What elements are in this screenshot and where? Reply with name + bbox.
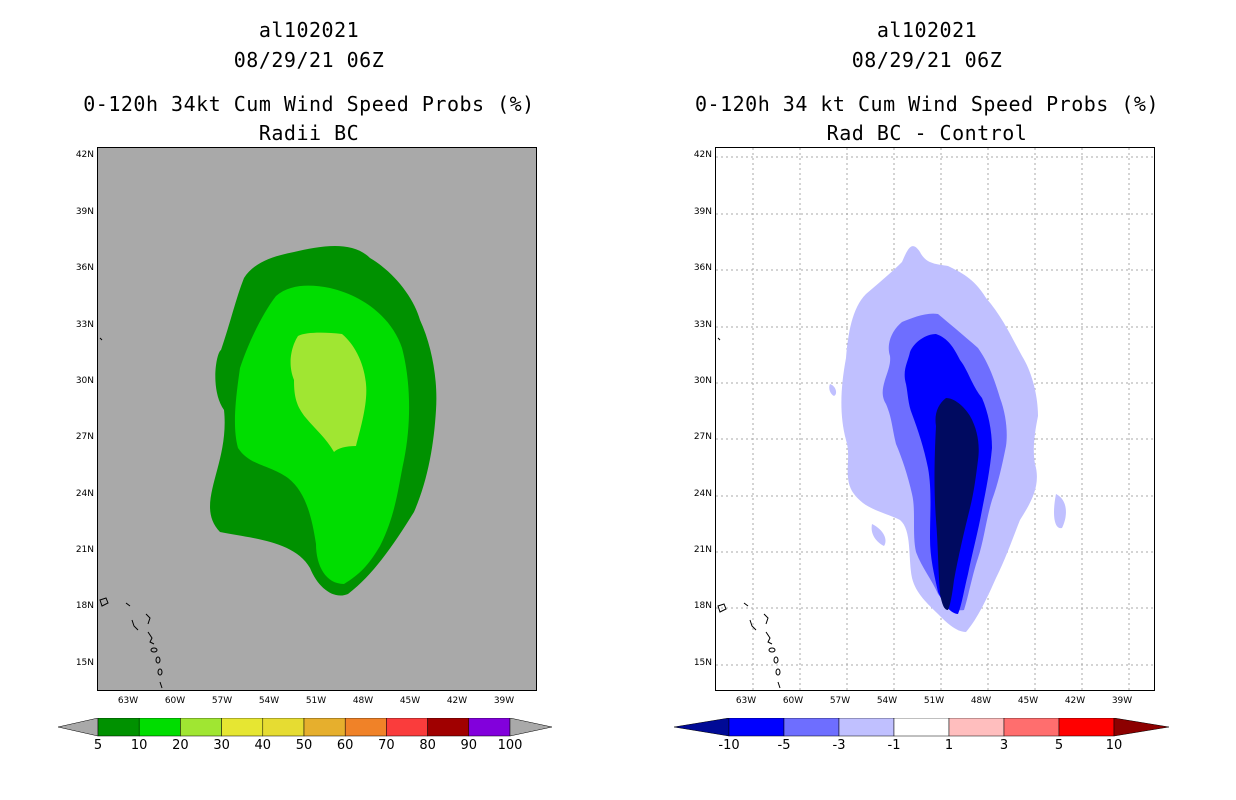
coastline-islands: [99, 337, 163, 689]
colorbar-swatch: [783, 718, 840, 737]
colorbar-label: 60: [336, 738, 354, 753]
colorbar-swatch: [838, 718, 895, 737]
colorbar-label: 20: [172, 738, 189, 753]
colorbar-swatch: [728, 718, 785, 737]
colorbar-label: 1: [944, 738, 954, 753]
colorbar-low-arrow: [58, 718, 99, 737]
lon-label: 39W: [493, 696, 515, 706]
lon-label: 48W: [970, 696, 992, 706]
lat-label: 30N: [75, 376, 94, 386]
lon-label: 45W: [1017, 696, 1039, 706]
coastline-islands: [717, 337, 781, 689]
lat-label: 42N: [693, 150, 712, 160]
colorbar-label: 10: [1105, 738, 1123, 753]
diff-contour-minus10: [934, 398, 979, 610]
storm-id-title: al102021: [258, 18, 360, 42]
colorbar-label: -1: [887, 738, 901, 753]
product-title: 0-120h 34 kt Cum Wind Speed Probs (%): [694, 92, 1160, 116]
colorbar: [58, 718, 553, 737]
lon-label: 57W: [829, 696, 851, 706]
lon-label: 54W: [876, 696, 898, 706]
datetime-title: 08/29/21 06Z: [233, 48, 385, 72]
lon-label: 51W: [923, 696, 945, 706]
lat-label: 21N: [75, 545, 94, 555]
lon-label: 60W: [782, 696, 804, 706]
prob-contour-20: [290, 332, 367, 452]
colorbar-swatch: [221, 718, 264, 737]
lat-label: 36N: [75, 263, 94, 273]
colorbar-label: 50: [295, 738, 313, 753]
colorbar-swatch: [468, 718, 511, 737]
colorbar-swatch: [97, 718, 140, 737]
lon-label: 54W: [258, 696, 280, 706]
lat-label: 27N: [75, 432, 94, 442]
lon-label: 63W: [735, 696, 757, 706]
colorbar-label: 90: [460, 738, 478, 753]
colorbar-label: 5: [1054, 738, 1064, 753]
colorbar-high-arrow: [509, 718, 553, 737]
colorbar-low-arrow: [674, 718, 730, 737]
lat-label: 30N: [693, 376, 712, 386]
lat-label: 18N: [75, 601, 94, 611]
product-title: 0-120h 34kt Cum Wind Speed Probs (%): [83, 92, 535, 116]
lon-label: 42W: [1064, 696, 1086, 706]
colorbar-swatch: [386, 718, 428, 737]
subtitle: Radii BC: [258, 121, 360, 145]
colorbar-label: -5: [777, 738, 791, 753]
lon-label: 51W: [305, 696, 327, 706]
datetime-title: 08/29/21 06Z: [851, 48, 1003, 72]
lat-label: 42N: [75, 150, 94, 160]
lat-label: 36N: [693, 263, 712, 273]
right-panel: al102021 08/29/21 06Z 0-120h 34 kt Cum W…: [618, 0, 1236, 800]
colorbar-label: 40: [254, 738, 272, 753]
lon-label: 39W: [1111, 696, 1133, 706]
lat-label: 18N: [693, 601, 712, 611]
colorbar-swatch: [1058, 718, 1115, 737]
lon-label: 60W: [164, 696, 186, 706]
lat-label: 24N: [693, 489, 712, 499]
difference-map: [715, 147, 1155, 691]
storm-id-title: al102021: [876, 18, 978, 42]
colorbar: [674, 718, 1170, 737]
colorbar-swatch: [262, 718, 305, 737]
colorbar-label: -3: [832, 738, 846, 753]
colorbar-swatch: [427, 718, 470, 737]
colorbar-label: -10: [718, 738, 740, 753]
lat-label: 39N: [75, 207, 94, 217]
lon-label: 57W: [211, 696, 233, 706]
colorbar-swatch: [180, 718, 222, 737]
colorbar-high-arrow: [1113, 718, 1170, 737]
colorbar-label: 70: [378, 738, 395, 753]
colorbar-swatch: [1003, 718, 1060, 737]
colorbar-swatch: [344, 718, 387, 737]
colorbar-label: 100: [497, 738, 523, 753]
lat-label: 27N: [693, 432, 712, 442]
lon-label: 63W: [117, 696, 139, 706]
colorbar-label: 3: [999, 738, 1009, 753]
lon-label: 45W: [399, 696, 421, 706]
colorbar-swatch: [303, 718, 346, 737]
colorbar-label: 80: [419, 738, 436, 753]
colorbar-label: 30: [213, 738, 230, 753]
lat-label: 15N: [693, 658, 712, 668]
colorbar-label: 10: [130, 738, 148, 753]
subtitle: Rad BC - Control: [826, 121, 1028, 145]
lat-label: 24N: [75, 489, 94, 499]
lat-label: 21N: [693, 545, 712, 555]
colorbar-label: 5: [93, 738, 103, 753]
colorbar-swatch: [948, 718, 1005, 737]
colorbar-swatch: [893, 718, 950, 737]
lat-label: 33N: [75, 320, 94, 330]
lon-label: 42W: [446, 696, 468, 706]
lat-label: 33N: [693, 320, 712, 330]
lat-label: 39N: [693, 207, 712, 217]
colorbar-swatch: [138, 718, 181, 737]
probability-map: [97, 147, 537, 691]
lon-label: 48W: [352, 696, 374, 706]
lat-label: 15N: [75, 658, 94, 668]
left-panel: al102021 08/29/21 06Z 0-120h 34kt Cum Wi…: [58, 18, 553, 753]
